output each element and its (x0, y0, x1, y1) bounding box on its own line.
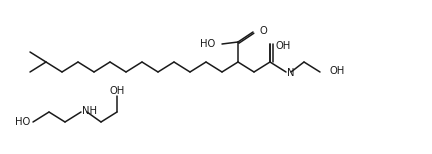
Text: NH: NH (82, 106, 97, 116)
Text: O: O (260, 26, 268, 36)
Text: OH: OH (329, 66, 344, 76)
Text: HO: HO (200, 39, 215, 49)
Text: HO: HO (15, 117, 30, 127)
Text: OH: OH (109, 86, 124, 96)
Text: OH: OH (276, 41, 291, 51)
Text: N: N (287, 68, 295, 78)
